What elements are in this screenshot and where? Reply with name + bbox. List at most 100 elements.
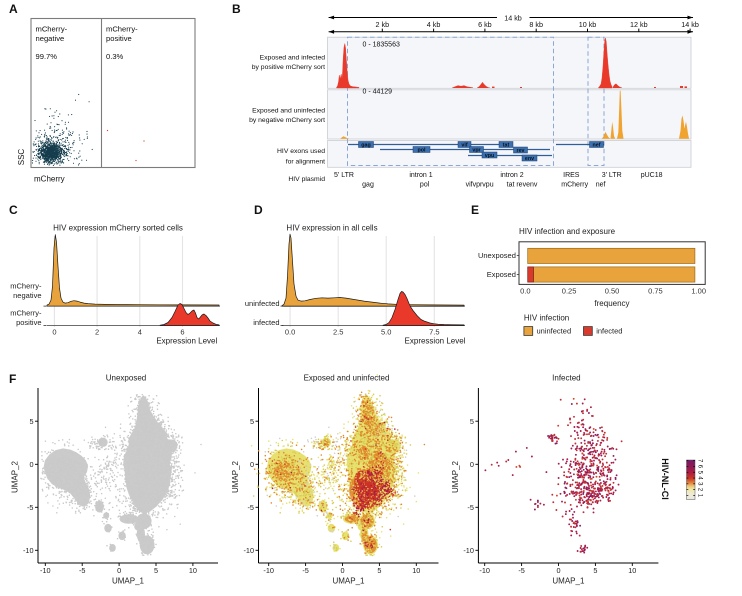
svg-text:-5: -5	[27, 503, 34, 512]
svg-text:negative: negative	[36, 34, 65, 43]
svg-text:Expression Level: Expression Level	[405, 337, 466, 346]
svg-text:rev: rev	[517, 148, 525, 154]
svg-text:-5: -5	[79, 566, 86, 575]
svg-text:-10: -10	[23, 546, 34, 555]
svg-text:-10: -10	[263, 566, 274, 575]
svg-text:HIV infection: HIV infection	[524, 314, 569, 323]
svg-text:C: C	[9, 203, 18, 217]
svg-text:10: 10	[189, 566, 197, 575]
svg-text:infected: infected	[253, 318, 279, 327]
svg-text:UMAP_1: UMAP_1	[332, 577, 365, 586]
svg-text:B: B	[232, 2, 241, 16]
svg-text:2.5: 2.5	[333, 328, 343, 337]
svg-text:mCherry: mCherry	[561, 182, 588, 189]
svg-text:-5: -5	[248, 503, 255, 512]
svg-text:3: 3	[697, 482, 703, 486]
svg-text:5: 5	[377, 566, 381, 575]
svg-text:Unexposed: Unexposed	[478, 251, 516, 260]
svg-text:nef: nef	[593, 143, 601, 149]
svg-text:Exposed: Exposed	[487, 270, 516, 279]
svg-text:0: 0	[29, 460, 33, 469]
svg-text:5: 5	[29, 417, 33, 426]
svg-text:5: 5	[154, 566, 158, 575]
svg-text:7: 7	[697, 459, 703, 463]
svg-text:UMAP_1: UMAP_1	[552, 577, 585, 586]
svg-text:HIV-NL-CI: HIV-NL-CI	[660, 458, 670, 500]
svg-text:uninfected: uninfected	[537, 327, 572, 336]
svg-text:-10: -10	[463, 546, 474, 555]
svg-text:0: 0	[250, 460, 254, 469]
svg-text:infected: infected	[596, 327, 622, 336]
svg-text:2: 2	[697, 488, 703, 492]
svg-text:4: 4	[697, 476, 703, 480]
svg-text:5' LTR: 5' LTR	[334, 172, 354, 179]
svg-text:Expression Level: Expression Level	[156, 337, 217, 346]
svg-text:10: 10	[412, 566, 420, 575]
svg-text:12 kb: 12 kb	[630, 20, 648, 29]
svg-text:8 kb: 8 kb	[529, 20, 543, 29]
svg-text:mCherry-: mCherry-	[10, 282, 42, 291]
svg-text:mCherry-: mCherry-	[106, 25, 138, 34]
svg-text:gag: gag	[362, 182, 374, 189]
svg-text:HIV expression mCherry sorted: HIV expression mCherry sorted cells	[53, 224, 183, 233]
svg-text:10 kb: 10 kb	[579, 20, 597, 29]
svg-text:0: 0	[340, 566, 344, 575]
svg-text:for alignment: for alignment	[286, 159, 325, 166]
svg-text:-10: -10	[40, 566, 51, 575]
svg-text:Exposed and uninfected: Exposed and uninfected	[304, 374, 390, 383]
svg-text:99.7%: 99.7%	[36, 52, 58, 61]
svg-text:6: 6	[180, 328, 184, 337]
svg-text:14 kb: 14 kb	[504, 13, 522, 22]
svg-text:0: 0	[117, 566, 121, 575]
svg-text:3' LTR: 3' LTR	[602, 172, 622, 179]
svg-text:env: env	[525, 156, 534, 162]
svg-text:0.75: 0.75	[648, 287, 663, 296]
svg-text:0.25: 0.25	[562, 287, 577, 296]
svg-text:E: E	[471, 203, 479, 217]
svg-text:0.50: 0.50	[605, 287, 620, 296]
svg-text:A: A	[9, 2, 18, 16]
svg-text:UMAP_2: UMAP_2	[451, 460, 460, 493]
svg-text:-5: -5	[518, 566, 525, 575]
svg-text:UMAP_2: UMAP_2	[11, 460, 20, 493]
svg-text:frequency: frequency	[594, 299, 629, 308]
svg-text:HIV exons used: HIV exons used	[277, 148, 325, 155]
svg-text:4 kb: 4 kb	[427, 20, 441, 29]
svg-text:6 kb: 6 kb	[478, 20, 492, 29]
svg-text:5: 5	[697, 471, 703, 475]
svg-text:-10: -10	[243, 546, 254, 555]
svg-text:intron 2: intron 2	[500, 172, 523, 179]
svg-text:vpu: vpu	[485, 153, 494, 159]
svg-text:nef: nef	[596, 182, 606, 189]
svg-text:positive: positive	[16, 318, 41, 327]
svg-text:2 kb: 2 kb	[376, 20, 390, 29]
svg-text:6: 6	[697, 465, 703, 469]
svg-text:-5: -5	[302, 566, 309, 575]
svg-text:vifvprvpu: vifvprvpu	[466, 182, 494, 189]
svg-text:gag: gag	[361, 143, 370, 149]
svg-text:7.5: 7.5	[429, 328, 439, 337]
svg-text:10: 10	[628, 566, 636, 575]
svg-text:pol: pol	[418, 148, 426, 154]
svg-text:HIV expression in all cells: HIV expression in all cells	[286, 224, 377, 233]
svg-text:0: 0	[556, 566, 560, 575]
svg-text:pUC18: pUC18	[641, 172, 663, 179]
svg-text:1: 1	[697, 494, 703, 498]
svg-text:HIV infection and exposure: HIV infection and exposure	[519, 227, 616, 236]
svg-text:pol: pol	[420, 182, 430, 189]
svg-text:0.0: 0.0	[285, 328, 295, 337]
svg-text:5: 5	[470, 417, 474, 426]
svg-text:-5: -5	[467, 503, 474, 512]
svg-text:intron 1: intron 1	[409, 172, 432, 179]
svg-text:UMAP_2: UMAP_2	[231, 460, 240, 493]
svg-text:vpr: vpr	[472, 148, 480, 154]
svg-text:0 - 1835563: 0 - 1835563	[363, 42, 400, 49]
svg-text:D: D	[254, 203, 263, 217]
svg-text:4: 4	[138, 328, 142, 337]
svg-text:SSC: SSC	[17, 149, 26, 166]
svg-text:14 kb: 14 kb	[681, 20, 699, 29]
svg-text:Exposed and uninfected: Exposed and uninfected	[252, 108, 325, 115]
svg-text:Unexposed: Unexposed	[106, 374, 146, 383]
svg-text:5: 5	[250, 417, 254, 426]
svg-text:mCherry: mCherry	[34, 175, 65, 184]
